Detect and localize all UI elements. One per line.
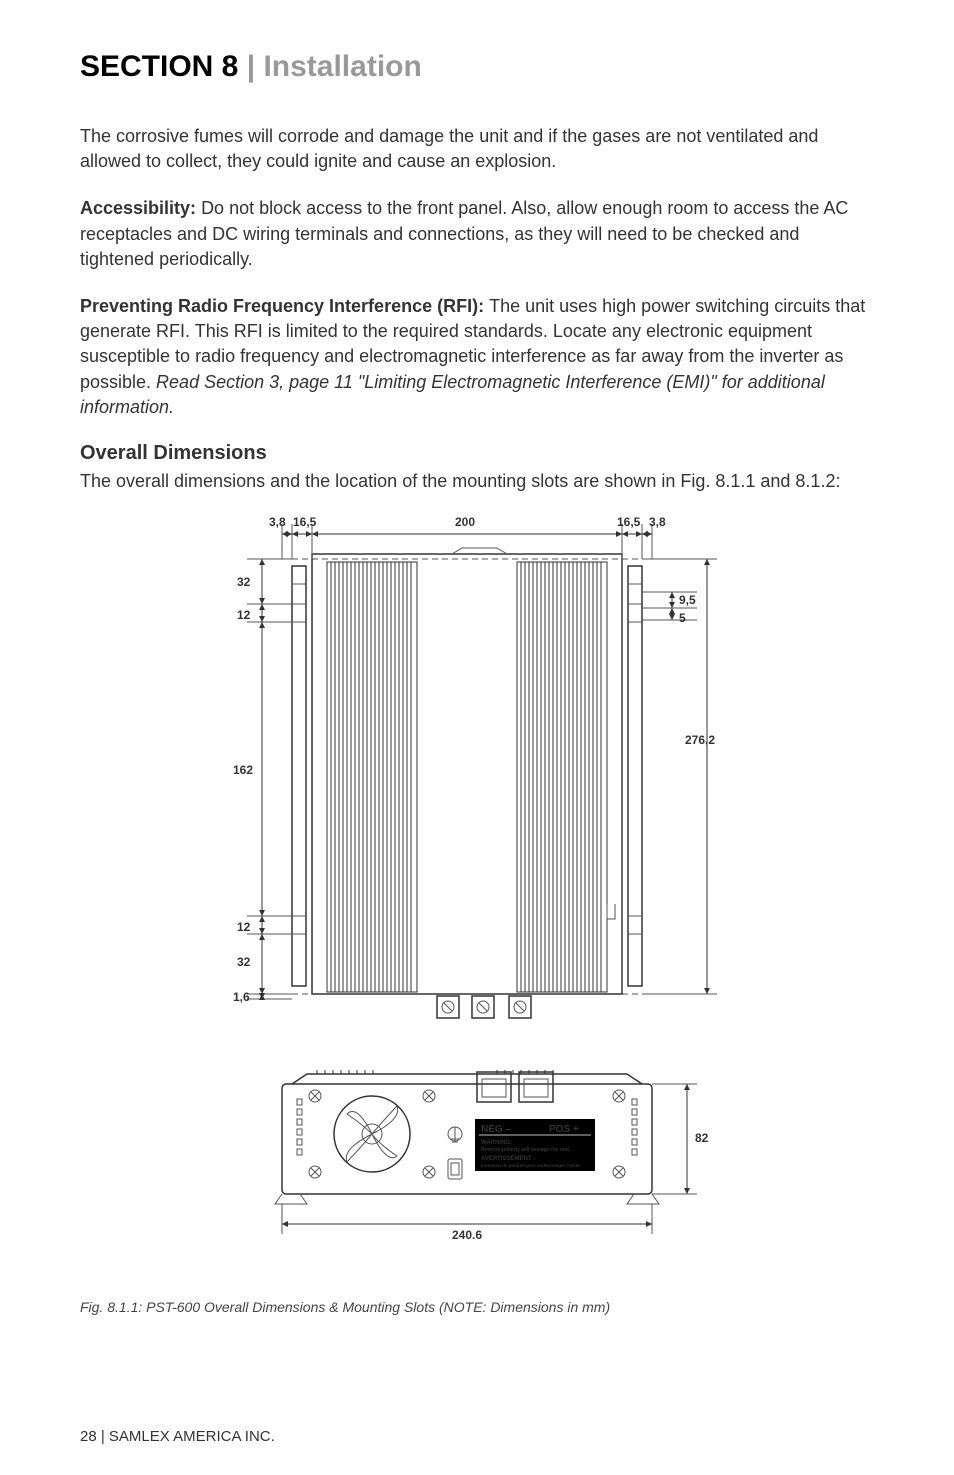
dim-bottom-82: 82 [695, 1131, 709, 1145]
dim-right-9-5: 9,5 [679, 593, 696, 607]
paragraph-rfi: Preventing Radio Frequency Interference … [80, 294, 874, 420]
para-rfi-lead: Preventing Radio Frequency Interference … [80, 296, 489, 316]
dim-top-3-8-r: 3,8 [649, 515, 666, 529]
subheading-dimensions: Overall Dimensions [80, 442, 874, 465]
paragraph-accessibility: Accessibility: Do not block access to th… [80, 196, 874, 272]
label-avert: AVERTISSEMENT : [481, 1156, 535, 1162]
figure-caption: Fig. 8.1.1: PST-600 Overall Dimensions &… [80, 1299, 874, 1315]
dimension-drawing: 3,8 16,5 200 16,5 3,8 32 12 162 12 32 1,… [197, 504, 757, 1264]
dim-bottom-240-6: 240.6 [452, 1228, 482, 1242]
dim-left-32-top: 32 [237, 575, 251, 589]
section-label-strong: SECTION 8 [80, 50, 238, 83]
section-heading: SECTION 8 | Installation [80, 50, 874, 84]
label-warning-sub: Reverse polarity will damage the unit. [481, 1147, 571, 1153]
para-accessibility-lead: Accessibility: [80, 198, 201, 218]
dim-left-12-top: 12 [237, 608, 251, 622]
section-label-light: Installation [263, 50, 421, 83]
dim-left-1-6: 1,6 [233, 990, 250, 1004]
figure-container: 3,8 16,5 200 16,5 3,8 32 12 162 12 32 1,… [80, 504, 874, 1269]
dim-right-276-2: 276,2 [685, 733, 715, 747]
label-pos: POS + [549, 1124, 579, 1135]
paragraph-corrosive: The corrosive fumes will corrode and dam… [80, 124, 874, 174]
footer-sep: | [97, 1428, 109, 1445]
dim-top-3-8-l: 3,8 [269, 515, 286, 529]
page-footer: 28 | SAMLEX AMERICA INC. [80, 1428, 275, 1445]
label-neg: NEG – [481, 1124, 511, 1135]
para-rfi-italic: Read Section 3, page 11 "Limiting Electr… [80, 372, 825, 417]
dim-top-200: 200 [455, 515, 475, 529]
footer-company: SAMLEX AMERICA INC. [109, 1428, 275, 1445]
footer-page: 28 [80, 1428, 97, 1445]
dim-left-162: 162 [233, 763, 253, 777]
dim-left-12-bot: 12 [237, 920, 251, 934]
paragraph-dimensions: The overall dimensions and the location … [80, 469, 874, 494]
dim-top-16-5-r: 16,5 [617, 515, 641, 529]
section-label-sep: | [238, 50, 263, 83]
dim-top-16-5-l: 16,5 [293, 515, 317, 529]
label-warning: WARNING: [481, 1140, 512, 1146]
label-avert-sub: Inversion de polarité peut endommager l'… [481, 1163, 581, 1168]
dim-left-32-bot: 32 [237, 955, 251, 969]
dim-right-5: 5 [679, 611, 686, 625]
